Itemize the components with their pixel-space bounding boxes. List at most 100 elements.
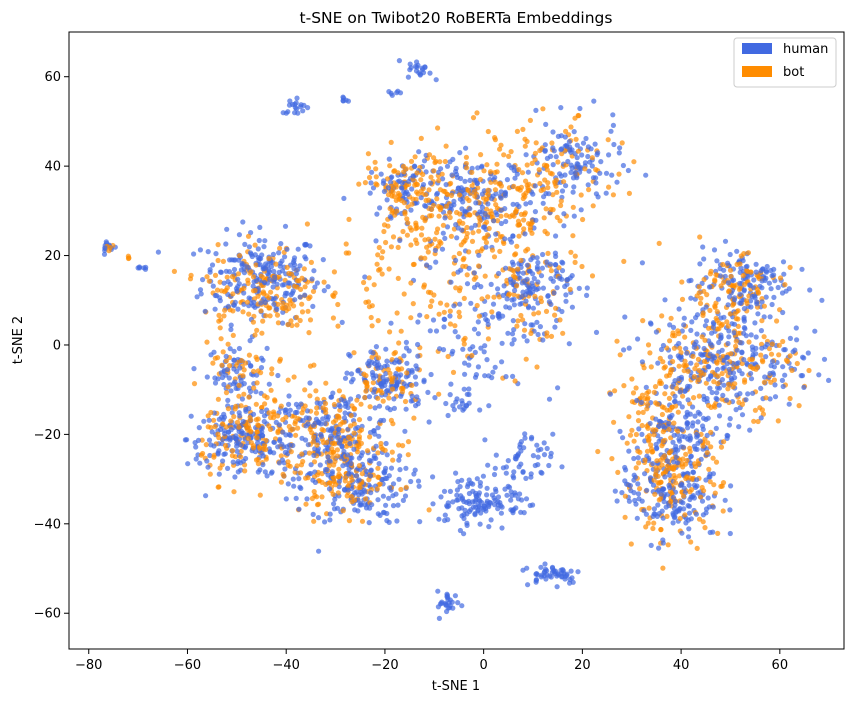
scatter-point-human (239, 396, 245, 402)
scatter-point-human (346, 466, 352, 472)
scatter-point-human (509, 297, 515, 303)
scatter-point-human (542, 561, 548, 567)
scatter-point-human (396, 58, 402, 64)
scatter-point-human (464, 281, 471, 287)
scatter-point-human (608, 128, 614, 134)
scatter-point-bot (755, 418, 761, 425)
scatter-point-human (415, 401, 421, 407)
scatter-point-bot (332, 458, 338, 464)
scatter-point-human (206, 437, 213, 443)
scatter-point-human (632, 474, 639, 480)
scatter-point-bot (715, 373, 721, 379)
scatter-point-human (213, 251, 219, 257)
scatter-point-human (368, 490, 374, 496)
scatter-point-bot (482, 273, 488, 279)
scatter-point-human (651, 506, 658, 512)
scatter-point-human (404, 360, 410, 366)
scatter-point-human (699, 498, 706, 504)
scatter-point-human (216, 416, 222, 422)
scatter-point-bot (476, 263, 482, 269)
scatter-point-human (433, 77, 439, 83)
scatter-point-bot (479, 296, 485, 302)
scatter-point-human (304, 496, 310, 502)
scatter-point-bot (432, 236, 438, 242)
scatter-point-human (639, 260, 646, 266)
scatter-point-human (683, 346, 689, 352)
scatter-point-bot (694, 293, 700, 299)
scatter-point-bot (527, 225, 534, 231)
scatter-point-human (743, 397, 749, 403)
scatter-point-bot (298, 462, 305, 468)
scatter-point-bot (615, 469, 621, 475)
scatter-point-bot (361, 279, 367, 286)
scatter-point-human (326, 458, 333, 464)
scatter-point-bot (413, 226, 419, 232)
scatter-point-human (631, 455, 637, 462)
y-tick-label: 40 (44, 160, 61, 175)
scatter-point-bot (713, 300, 719, 306)
scatter-point-bot (314, 442, 320, 448)
scatter-point-human (454, 235, 460, 241)
scatter-point-bot (443, 203, 449, 209)
scatter-point-bot (403, 182, 410, 188)
scatter-point-human (714, 396, 720, 402)
scatter-point-bot (257, 444, 263, 450)
scatter-point-bot (784, 358, 791, 364)
scatter-point-human (396, 457, 402, 463)
scatter-point-human (472, 510, 478, 517)
scatter-point-human (270, 284, 276, 290)
scatter-point-bot (590, 203, 596, 209)
scatter-point-human (664, 458, 671, 464)
scatter-point-bot (746, 339, 752, 345)
scatter-point-human (762, 374, 768, 380)
scatter-point-human (356, 492, 362, 498)
scatter-point-bot (319, 426, 325, 433)
scatter-point-bot (677, 345, 683, 351)
scatter-point-bot (629, 376, 635, 382)
scatter-point-human (386, 89, 392, 95)
scatter-point-bot (453, 285, 459, 291)
scatter-point-human (533, 577, 540, 583)
scatter-point-bot (645, 520, 651, 526)
scatter-point-human (706, 284, 713, 290)
scatter-point-bot (326, 463, 332, 469)
scatter-point-human (667, 472, 673, 478)
scatter-point-bot (369, 303, 375, 309)
scatter-point-bot (531, 311, 537, 317)
scatter-point-human (681, 315, 687, 321)
scatter-point-human (210, 283, 216, 289)
scatter-point-bot (230, 332, 236, 338)
scatter-point-human (705, 495, 711, 501)
scatter-point-human (442, 512, 448, 518)
scatter-point-human (503, 470, 509, 476)
scatter-point-human (479, 163, 485, 169)
scatter-point-human (714, 366, 721, 372)
scatter-point-human (511, 287, 518, 294)
scatter-point-bot (721, 439, 727, 445)
scatter-point-human (433, 259, 439, 265)
scatter-point-bot (252, 287, 258, 294)
scatter-point-human (480, 224, 487, 230)
scatter-point-human (574, 155, 580, 161)
scatter-point-bot (224, 274, 230, 280)
scatter-point-bot (518, 257, 524, 263)
scatter-point-human (534, 442, 540, 448)
scatter-point-bot (659, 411, 666, 418)
scatter-point-human (603, 170, 610, 176)
scatter-point-bot (314, 405, 320, 411)
scatter-point-human (681, 322, 687, 328)
scatter-point-human (201, 418, 207, 424)
scatter-point-bot (572, 115, 578, 121)
scatter-point-bot (782, 282, 788, 288)
scatter-point-bot (218, 336, 224, 342)
scatter-point-bot (315, 501, 322, 507)
scatter-point-human (748, 304, 754, 310)
scatter-point-bot (369, 354, 375, 360)
scatter-point-human (737, 391, 743, 397)
scatter-point-human (292, 409, 298, 416)
scatter-point-human (447, 159, 453, 165)
scatter-point-human (714, 258, 720, 264)
scatter-point-human (504, 492, 510, 498)
scatter-point-human (390, 481, 397, 487)
scatter-point-human (251, 299, 257, 305)
